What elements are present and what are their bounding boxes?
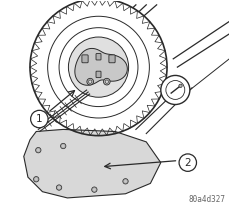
Circle shape <box>62 145 64 148</box>
Circle shape <box>103 78 110 85</box>
Polygon shape <box>24 129 160 198</box>
Circle shape <box>124 180 126 183</box>
Circle shape <box>56 185 62 190</box>
Circle shape <box>35 178 37 181</box>
Circle shape <box>86 78 93 85</box>
Text: 2: 2 <box>184 158 190 168</box>
Circle shape <box>105 80 108 83</box>
Text: 1: 1 <box>36 114 43 124</box>
FancyBboxPatch shape <box>108 55 115 63</box>
Circle shape <box>37 149 40 152</box>
Circle shape <box>30 0 166 136</box>
Circle shape <box>178 84 182 88</box>
Circle shape <box>91 187 97 192</box>
Circle shape <box>60 143 66 149</box>
Circle shape <box>36 148 41 153</box>
Circle shape <box>178 154 196 171</box>
FancyBboxPatch shape <box>96 54 100 60</box>
Circle shape <box>30 110 48 128</box>
Circle shape <box>34 177 39 182</box>
Circle shape <box>68 37 128 97</box>
Circle shape <box>58 186 60 189</box>
Circle shape <box>92 188 96 191</box>
Circle shape <box>160 75 189 104</box>
Polygon shape <box>74 48 127 85</box>
FancyBboxPatch shape <box>82 55 88 63</box>
FancyBboxPatch shape <box>96 71 100 78</box>
Circle shape <box>122 179 128 184</box>
Circle shape <box>88 80 92 83</box>
Text: 80a4d327: 80a4d327 <box>188 195 224 204</box>
